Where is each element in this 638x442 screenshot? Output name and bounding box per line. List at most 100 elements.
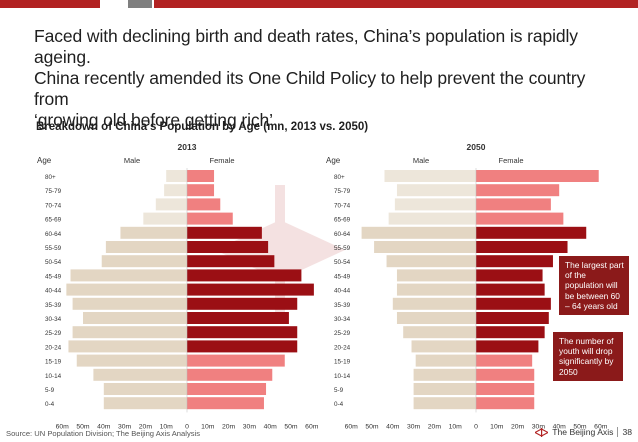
age-tick-2013-0-4: 0-4	[45, 401, 55, 408]
x-tick-left-2050-30m: 30m	[407, 423, 421, 430]
bar-female-2050-60-64	[476, 226, 587, 239]
bar-male-2013-50-54	[101, 255, 187, 268]
x-tick-right-2050-0: 0	[474, 423, 478, 430]
bar-male-2050-80+	[384, 170, 476, 182]
bar-female-2013-10-14	[187, 368, 273, 381]
panel-title-2013: 2013	[178, 142, 197, 152]
age-tick-2013-35-39: 35-39	[45, 302, 62, 309]
bar-female-2050-25-29	[476, 326, 545, 339]
x-tick-left-2013-20m: 20m	[139, 423, 153, 430]
age-tick-2013-10-14: 10-14	[45, 373, 62, 380]
bar-male-2050-60-64	[361, 226, 476, 239]
bar-male-2013-0-4	[103, 397, 187, 410]
x-tick-right-2013-50m: 50m	[284, 423, 298, 430]
age-tick-2050-75-79: 75-79	[334, 188, 351, 195]
x-tick-left-2013-50m: 50m	[76, 423, 90, 430]
bar-female-2013-65-69	[187, 212, 233, 225]
age-tick-2050-15-19: 15-19	[334, 359, 351, 366]
legend-female-2050: Female	[498, 156, 523, 165]
x-tick-right-2050-10m: 10m	[490, 423, 504, 430]
x-tick-left-2013-40m: 40m	[97, 423, 111, 430]
age-tick-2013-65-69: 65-69	[45, 217, 62, 224]
x-tick-right-2013-10m: 10m	[201, 423, 215, 430]
bar-female-2050-65-69	[476, 212, 564, 225]
bar-male-2013-10-14	[93, 368, 187, 381]
bar-female-2050-15-19	[476, 354, 533, 367]
bar-male-2013-80+	[166, 170, 187, 182]
bar-female-2013-0-4	[187, 397, 264, 410]
x-tick-left-2050-10m: 10m	[449, 423, 463, 430]
chart-subtitle: Breakdown of China’s Population by Age (…	[36, 121, 369, 133]
bar-male-2050-10-14	[413, 368, 476, 381]
bar-female-2050-80+	[476, 170, 599, 182]
bar-female-2050-30-34	[476, 312, 549, 324]
brand-name: The Beijing Axis	[552, 427, 614, 437]
headline: Faced with declining birth and death rat…	[34, 26, 624, 131]
x-tick-left-2013-30m: 30m	[118, 423, 132, 430]
top-accent-bar	[0, 0, 638, 8]
age-tick-2050-0-4: 0-4	[334, 401, 344, 408]
top-bar-gap	[102, 0, 126, 8]
page-number: 38	[622, 427, 632, 437]
bar-male-2050-75-79	[396, 184, 476, 197]
bar-male-2050-20-24	[411, 340, 476, 353]
bar-male-2013-70-74	[155, 198, 187, 211]
bar-male-2050-0-4	[413, 397, 476, 410]
x-tick-left-2050-50m: 50m	[365, 423, 379, 430]
top-bar-red-segment	[0, 0, 100, 8]
callout-working-age: The largest part of the population will …	[559, 256, 629, 316]
x-tick-left-2050-20m: 20m	[428, 423, 442, 430]
bar-female-2013-15-19	[187, 354, 285, 367]
bar-female-2013-70-74	[187, 198, 221, 211]
bar-male-2013-45-49	[70, 269, 187, 282]
x-tick-right-2013-40m: 40m	[264, 423, 278, 430]
x-tick-left-2050-60m: 60m	[345, 423, 359, 430]
legend-male-2013: Male	[124, 156, 140, 165]
age-tick-2050-50-54: 50-54	[334, 259, 351, 266]
age-tick-2050-55-59: 55-59	[334, 245, 351, 252]
age-tick-2013-40-44: 40-44	[45, 288, 62, 295]
bar-female-2050-40-44	[476, 283, 545, 296]
headline-line-2: China recently amended its One Child Pol…	[34, 68, 586, 109]
bar-female-2050-5-9	[476, 383, 535, 395]
age-tick-2013-60-64: 60-64	[45, 231, 62, 238]
x-tick-left-2050-40m: 40m	[386, 423, 400, 430]
bar-male-2050-55-59	[374, 241, 476, 253]
age-tick-2013-20-24: 20-24	[45, 344, 62, 351]
bar-male-2050-15-19	[415, 354, 476, 367]
bar-female-2013-30-34	[187, 312, 289, 324]
age-tick-2013-55-59: 55-59	[45, 245, 62, 252]
bar-female-2013-55-59	[187, 241, 269, 253]
x-tick-right-2013-30m: 30m	[243, 423, 257, 430]
bar-male-2050-50-54	[386, 255, 476, 268]
bar-female-2013-60-64	[187, 226, 262, 239]
bar-female-2050-10-14	[476, 368, 535, 381]
x-tick-right-2013-60m: 60m	[305, 423, 319, 430]
bar-female-2013-5-9	[187, 383, 267, 395]
age-tick-2013-25-29: 25-29	[45, 330, 62, 337]
footer-brand: The Beijing Axis 38	[535, 427, 632, 437]
bar-female-2013-25-29	[187, 326, 298, 339]
bar-male-2013-35-39	[72, 297, 187, 310]
bar-male-2013-55-59	[105, 241, 187, 253]
age-tick-2050-45-49: 45-49	[334, 273, 351, 280]
source-note: Source: UN Population Division; The Beij…	[6, 429, 201, 438]
x-tick-left-2013-10m: 10m	[160, 423, 174, 430]
bar-male-2013-15-19	[76, 354, 187, 367]
top-bar-grey-segment	[128, 0, 152, 8]
bar-male-2013-75-79	[164, 184, 187, 197]
bar-male-2050-35-39	[392, 297, 476, 310]
bar-male-2050-65-69	[388, 212, 476, 225]
age-tick-2013-70-74: 70-74	[45, 202, 62, 209]
bar-female-2013-75-79	[187, 184, 215, 197]
age-tick-2050-5-9: 5-9	[334, 387, 344, 394]
bar-male-2013-40-44	[66, 283, 187, 296]
x-tick-right-2050-30m: 30m	[532, 423, 546, 430]
bar-male-2050-45-49	[396, 269, 476, 282]
bar-male-2050-30-34	[396, 312, 476, 324]
x-tick-right-2050-20m: 20m	[511, 423, 525, 430]
x-tick-right-2050-40m: 40m	[553, 423, 567, 430]
age-tick-2013-15-19: 15-19	[45, 359, 62, 366]
age-tick-2013-75-79: 75-79	[45, 188, 62, 195]
